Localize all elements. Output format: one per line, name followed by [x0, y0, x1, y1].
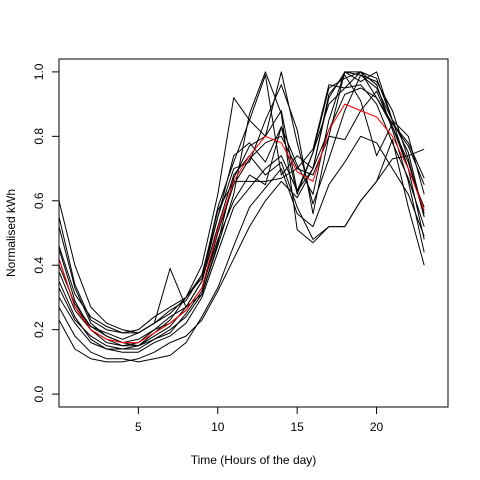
series-line-11	[58, 74, 425, 334]
x-tick-label: 20	[370, 420, 384, 434]
y-tick-label: 0.6	[32, 192, 46, 209]
x-tick-label: 15	[290, 420, 304, 434]
x-tick-label: 5	[135, 420, 142, 434]
x-tick-label: 10	[211, 420, 225, 434]
y-tick-label: 0.4	[32, 257, 46, 274]
y-axis-label: Normalised kWh	[4, 189, 18, 277]
x-axis-label: Time (Hours of the day)	[191, 453, 317, 467]
series-line-7	[58, 71, 425, 350]
series-line-1	[58, 71, 425, 334]
series-line-10	[58, 71, 425, 334]
series-line-4	[58, 71, 425, 347]
series-line-3	[58, 71, 425, 347]
series-line-9	[58, 87, 425, 363]
x-axis: 5 10 15 20	[135, 406, 384, 434]
series-line-6	[58, 71, 425, 353]
series-line-2	[58, 71, 425, 344]
series-line-red-14	[58, 103, 425, 344]
y-tick-label: 1.0	[32, 63, 46, 80]
series-line-12	[58, 84, 425, 340]
y-tick-label: 0.0	[32, 385, 46, 402]
series-line-5	[58, 148, 425, 347]
y-tick-label: 0.2	[32, 321, 46, 338]
y-tick-label: 0.8	[32, 128, 46, 145]
series-line-13	[58, 90, 425, 350]
y-axis: 0.0 0.2 0.4 0.6 0.8 1.0	[32, 63, 60, 402]
series-lines	[58, 71, 425, 363]
series-line-8	[58, 135, 425, 363]
